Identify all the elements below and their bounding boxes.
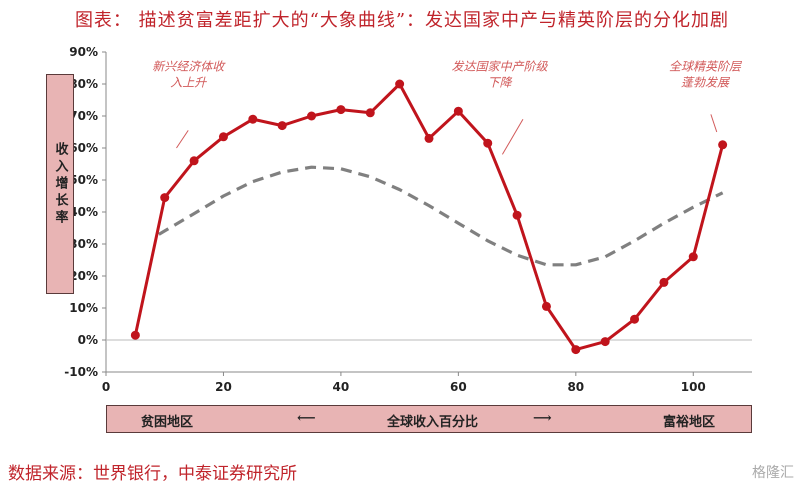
data-point	[541, 301, 551, 311]
source-note: 数据来源：世界银行，中泰证券研究所	[8, 464, 297, 484]
y-tick-label: 60%	[69, 141, 98, 155]
data-point	[395, 79, 405, 89]
x-tick-label: 20	[215, 380, 232, 394]
annotation-line: 蓬勃发展	[681, 75, 731, 89]
x-axis-band: 贫困地区 ⟵ 全球收入百分比 ⟶ 富裕地区	[106, 405, 752, 433]
chart-title: 图表： 描述贫富差距扩大的“大象曲线”：发达国家中产与精英阶层的分化加剧	[74, 10, 730, 31]
x-tick-label: 100	[681, 380, 706, 394]
data-point	[483, 138, 493, 148]
x-band-right-arrow: ⟶	[533, 411, 552, 426]
data-point	[659, 277, 669, 287]
data-point	[453, 106, 463, 116]
y-tick-label: 0%	[78, 333, 98, 347]
x-band-right-label: 富裕地区	[663, 415, 716, 430]
annotation-leader	[501, 118, 524, 155]
data-point	[160, 193, 170, 203]
annotation-text: 新兴经济体收入上升	[152, 59, 226, 89]
y-tick-label: 10%	[69, 301, 98, 315]
x-band-left-label: 贫困地区	[141, 415, 194, 430]
dashed-trend-line	[158, 165, 724, 267]
data-point	[630, 314, 640, 324]
data-point	[336, 105, 346, 115]
annotation-leader	[710, 114, 718, 133]
data-point	[718, 140, 728, 150]
y-axis-label: 收入增长率	[52, 141, 68, 227]
data-point	[277, 121, 287, 131]
x-tick-label: 80	[567, 380, 584, 394]
annotation-leader	[176, 130, 189, 149]
x-tick-label: 0	[102, 380, 110, 394]
data-point	[365, 108, 375, 118]
y-tick-label: 80%	[69, 77, 98, 91]
annotation-line: 发达国家中产阶级	[451, 59, 548, 73]
annotation-text: 发达国家中产阶级下降	[451, 59, 548, 89]
axes: -10% 0% 10% 20% 30% 40% 50% 60% 70% 80% 90% 0 20 40 60…	[64, 45, 752, 394]
data-point	[248, 114, 258, 124]
x-band-left-arrow: ⟵	[297, 411, 316, 426]
y-tick-label: 90%	[69, 45, 98, 59]
data-point	[189, 156, 199, 166]
y-axis-label-box: 收入增长率	[46, 74, 74, 294]
data-point	[512, 210, 522, 220]
y-tick-label: 50%	[69, 173, 98, 187]
annotation-line: 全球精英阶层	[669, 59, 742, 73]
data-point	[600, 337, 610, 347]
data-point	[571, 345, 581, 355]
y-tick-label: 70%	[69, 109, 98, 123]
x-tick-label: 60	[450, 380, 467, 394]
data-point	[424, 133, 434, 143]
annotation-line: 新兴经济体收	[152, 59, 226, 73]
y-tick-label: -10%	[64, 365, 98, 379]
y-tick-label: 20%	[69, 269, 98, 283]
x-tick-label: 40	[333, 380, 350, 394]
income-growth-line	[133, 82, 725, 352]
watermark-logo: 格隆汇	[752, 465, 794, 481]
data-point	[130, 330, 140, 340]
x-band-center-label: 全球收入百分比	[387, 415, 479, 430]
annotations-layer: 新兴经济体收入上升 发达国家中产阶级下降 全球精英阶层蓬勃发展	[152, 59, 742, 155]
data-point	[307, 111, 317, 121]
annotation-line: 下降	[487, 75, 512, 89]
data-point	[688, 252, 698, 262]
series-layer	[130, 79, 728, 355]
annotation-line: 入上升	[170, 75, 207, 89]
data-point	[218, 132, 228, 142]
y-tick-label: 30%	[69, 237, 98, 251]
y-tick-label: 40%	[69, 205, 98, 219]
annotation-text: 全球精英阶层蓬勃发展	[669, 59, 742, 89]
